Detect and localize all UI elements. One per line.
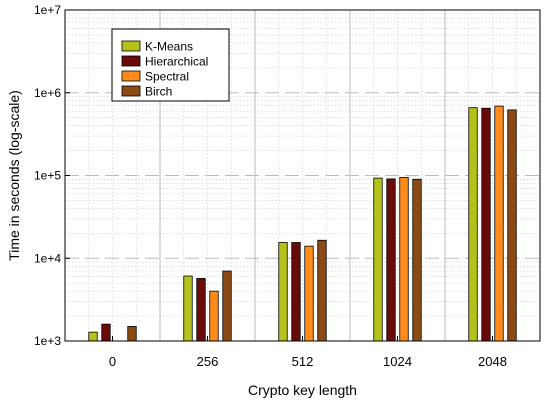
- bar-hierarchical: [196, 278, 206, 342]
- y-tick-label: 1e+6: [34, 86, 61, 100]
- bar-k-means: [88, 331, 98, 342]
- bar-spectral: [494, 105, 504, 342]
- legend-swatch: [121, 40, 141, 52]
- y-tick-label: 1e+5: [34, 169, 61, 183]
- x-tick-label: 512: [292, 354, 314, 369]
- bar-birch: [507, 109, 517, 342]
- bar-birch: [127, 326, 137, 342]
- bar-spectral: [209, 290, 219, 342]
- bar-hierarchical: [101, 323, 111, 342]
- legend-label: K-Means: [145, 40, 193, 54]
- y-tick-label: 1e+4: [34, 251, 61, 265]
- bar-birch: [222, 270, 232, 342]
- legend-label: Hierarchical: [145, 55, 208, 69]
- bar-k-means: [278, 242, 288, 342]
- bar-hierarchical: [291, 242, 301, 342]
- legend-swatch: [121, 70, 141, 82]
- x-axis-ticks: 0 256 512 1024 2048: [109, 336, 507, 369]
- y-axis-ticks: 1e+3 1e+4 1e+5 1e+6 1e+7: [34, 3, 70, 348]
- legend-label: Birch: [145, 85, 172, 99]
- bar-birch: [412, 178, 422, 342]
- grid: [65, 10, 540, 341]
- bar-k-means: [468, 107, 478, 342]
- legend-swatch: [121, 55, 141, 67]
- legend-label: Spectral: [145, 70, 189, 84]
- bar-spectral: [399, 176, 409, 342]
- x-tick-label: 0: [109, 354, 116, 369]
- y-tick-label: 1e+7: [34, 3, 61, 17]
- x-tick-label: 256: [197, 354, 219, 369]
- bar-hierarchical: [386, 178, 396, 342]
- x-tick-label: 2048: [478, 354, 507, 369]
- bar-k-means: [373, 177, 383, 342]
- x-axis-title: Crypto key length: [248, 382, 357, 398]
- bar-hierarchical: [481, 107, 491, 342]
- bar-k-means: [183, 275, 193, 342]
- bar-spectral: [304, 245, 314, 342]
- legend-swatch: [121, 85, 141, 97]
- x-tick-label: 1024: [383, 354, 412, 369]
- y-tick-label: 1e+3: [34, 334, 61, 348]
- bar-birch: [317, 239, 327, 342]
- y-axis-title: Time in seconds (log-scale): [6, 90, 22, 261]
